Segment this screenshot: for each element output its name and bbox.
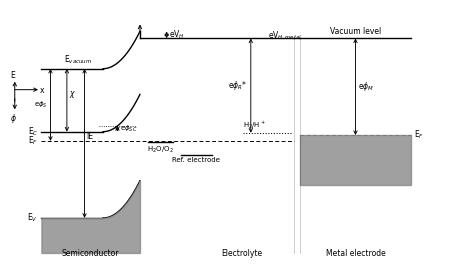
Text: e$\phi_S$: e$\phi_S$ [34, 100, 48, 110]
Text: E$_F$: E$_F$ [414, 129, 424, 142]
Text: e$\phi_M$: e$\phi_M$ [358, 80, 374, 93]
Text: eV$_{H,metal}$: eV$_{H,metal}$ [268, 30, 302, 42]
Text: E$_F$: E$_F$ [28, 135, 38, 147]
Text: H$_2$/H$^+$: H$_2$/H$^+$ [243, 119, 266, 131]
Text: $\phi$: $\phi$ [10, 112, 17, 125]
Text: Vacuum level: Vacuum level [330, 27, 381, 36]
Text: $\chi$: $\chi$ [69, 89, 76, 100]
Text: eV$_H$: eV$_H$ [169, 29, 185, 41]
Text: E$_C$: E$_C$ [27, 125, 38, 138]
Text: x: x [40, 86, 44, 95]
Text: E: E [10, 71, 15, 80]
Text: Electrolyte: Electrolyte [221, 249, 262, 258]
Text: H$_2$O/O$_2$: H$_2$O/O$_2$ [147, 144, 174, 155]
Text: E$_{vacuum}$: E$_{vacuum}$ [64, 53, 92, 66]
Text: Semiconductor: Semiconductor [62, 249, 119, 258]
Text: IE: IE [87, 132, 93, 141]
Text: E$_V$: E$_V$ [27, 212, 38, 224]
Text: e$\phi_{SC}$: e$\phi_{SC}$ [120, 124, 138, 134]
Polygon shape [300, 135, 411, 185]
Text: Metal electrode: Metal electrode [326, 249, 385, 258]
Text: Ref. electrode: Ref. electrode [172, 157, 220, 163]
Text: e$\phi_R$*: e$\phi_R$* [228, 79, 247, 92]
